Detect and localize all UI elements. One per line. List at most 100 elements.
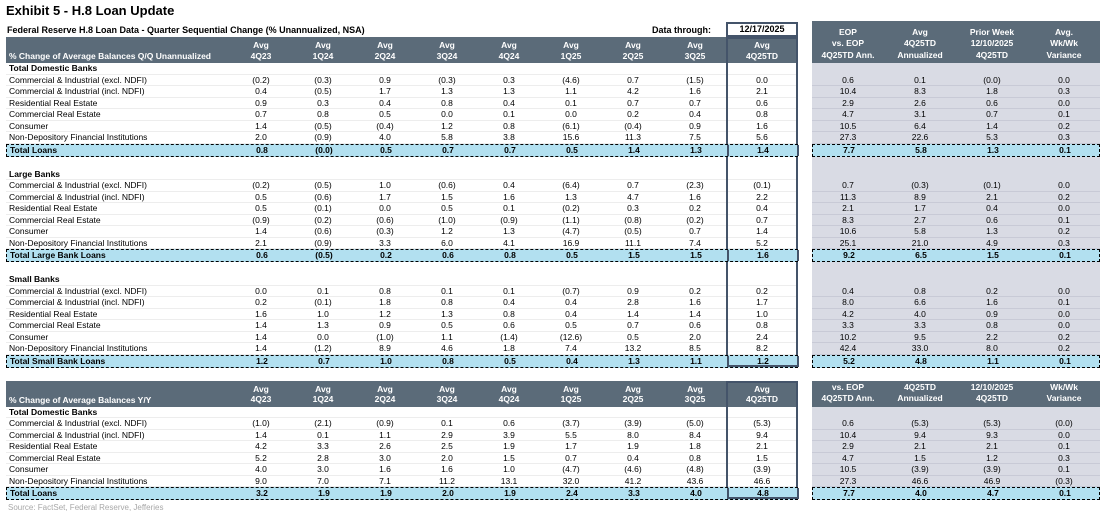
value-cell: 1.7 [379, 86, 391, 96]
avg-label: Avg [253, 383, 269, 394]
value-cell: 1.3 [503, 226, 515, 236]
table-row: Residential Real Estate 4.2 3.3 2.6 2.5 1.9 1.… [6, 441, 798, 453]
value-cell: (1.4) [500, 331, 518, 342]
empty-cell [540, 157, 602, 169]
right-column-header: Wk/Wk Variance [1028, 381, 1100, 407]
empty-cell [478, 407, 540, 419]
empty-cell [664, 169, 726, 181]
total-row: 7.7 5.8 1.3 0.1 [812, 143, 1100, 157]
value-cell: 5.5 [565, 429, 577, 440]
total-value-cell: 3.3 [628, 488, 640, 498]
value-cell: 11.3 [840, 191, 856, 202]
value-cell: (1.0) [252, 418, 270, 428]
value-cell: (0.5) [314, 180, 332, 190]
empty-cell [540, 274, 602, 286]
value-cell: 0.0 [1058, 74, 1070, 85]
empty-cell [6, 157, 230, 169]
value-cell: 1.6 [986, 297, 998, 307]
row-label: Residential Real Estate [9, 441, 98, 451]
value-cell: 3.1 [914, 109, 926, 119]
table-row: Commercial Real Estate 1.4 1.3 0.9 0.5 0.6 0.5… [6, 320, 798, 332]
column-header-3q24: Avg 3Q24 [416, 37, 478, 63]
value-cell: 0.4 [503, 180, 515, 190]
table-row: 10.5 (3.9) (3.9) 0.1 [812, 464, 1100, 476]
value-cell: 8.0 [986, 343, 998, 353]
column-header-3q24: Avg 3Q24 [416, 381, 478, 407]
avg-label: Avg [563, 383, 579, 394]
value-cell: 3.0 [379, 452, 391, 463]
value-cell: 46.9 [983, 475, 1001, 486]
empty-cell [292, 262, 354, 274]
value-cell: (3.9) [624, 418, 642, 428]
avg-label: Avg [687, 383, 703, 394]
value-cell: 5.8 [914, 226, 926, 236]
value-cell: 0.1 [503, 285, 515, 296]
value-cell: (4.6) [562, 74, 580, 85]
table-row: Consumer 1.4 0.0 (1.0) 1.1 (1.4) (12.6) 0.5 2.0 2… [6, 331, 798, 343]
header-line: 4Q25TD Ann. [821, 49, 875, 60]
value-cell: 1.8 [986, 86, 998, 96]
value-cell: 2.8 [627, 297, 639, 307]
value-cell: 2.1 [726, 441, 798, 453]
value-cell: 2.1 [986, 191, 998, 202]
value-cell: (1.2) [314, 343, 332, 353]
value-cell: 0.9 [627, 285, 639, 296]
total-value-cell: 0.8 [504, 250, 516, 260]
total-value-cell: 1.0 [380, 355, 392, 366]
value-cell: (1.0) [376, 331, 394, 342]
value-cell: 2.4 [726, 331, 798, 343]
value-cell: 13.2 [624, 343, 642, 353]
total-value-cell: 0.1 [1059, 355, 1071, 366]
value-cell: 8.9 [379, 343, 391, 353]
empty-cell [478, 169, 540, 181]
total-value-cell: 1.5 [690, 250, 702, 260]
value-cell: 0.6 [503, 320, 515, 330]
total-value-cell: 0.1 [1059, 144, 1071, 155]
value-cell: 1.4 [255, 226, 267, 236]
section-header-row: Large Banks [6, 168, 798, 181]
value-cell: 5.8 [441, 132, 453, 142]
value-cell: 0.8 [317, 109, 329, 119]
table-row: Residential Real Estate 0.9 0.3 0.4 0.8 0.4 0.… [6, 97, 798, 109]
value-cell: 1.5 [914, 452, 926, 463]
right-column-header: vs. EOP 4Q25TD Ann. [812, 381, 884, 407]
column-header-4q24: Avg 4Q24 [478, 381, 540, 407]
empty-cell [292, 63, 354, 75]
value-cell: 0.6 [503, 418, 515, 428]
value-cell: 10.5 [839, 464, 857, 474]
value-cell: 0.3 [1058, 452, 1070, 463]
value-cell: 0.8 [503, 308, 515, 319]
total-value-cell: 0.1 [1059, 250, 1071, 260]
right-column-header: 12/10/2025 4Q25TD [956, 381, 1028, 407]
value-cell: 0.3 [1058, 132, 1070, 142]
column-header-1q24: Avg 1Q24 [292, 37, 354, 63]
empty-cell [664, 407, 726, 419]
table-row: Non-Depository Financial Institutions 2.1… [6, 237, 798, 249]
value-cell: 0.3 [627, 203, 639, 213]
value-cell: (0.7) [562, 285, 580, 296]
quarter-label: 4Q25TD [745, 394, 779, 404]
empty-cell [416, 63, 478, 75]
value-cell: 2.2 [986, 331, 998, 342]
empty-cell [354, 63, 416, 75]
total-value-cell: 0.4 [566, 355, 578, 366]
total-row: 9.2 6.5 1.5 0.1 [812, 249, 1100, 262]
value-cell: 0.7 [689, 226, 701, 236]
value-cell: 2.6 [914, 97, 926, 108]
value-cell: 0.3 [1058, 237, 1070, 248]
empty-cell [664, 262, 726, 274]
value-cell: 0.4 [689, 109, 701, 119]
row-label: Commercial & Industrial (incl. NDFI) [9, 191, 145, 202]
value-cell: 0.6 [842, 418, 854, 428]
table-row: 10.4 8.3 1.8 0.3 [812, 86, 1100, 98]
total-value-cell: 0.8 [256, 144, 268, 155]
value-cell: 4.2 [627, 86, 639, 96]
table-row: 8.3 2.7 0.6 0.1 [812, 215, 1100, 227]
value-cell: 0.0 [1058, 180, 1070, 190]
value-cell: 0.2 [1058, 120, 1070, 131]
table-row: Non-Depository Financial Institutions 9.0… [6, 475, 798, 487]
value-cell: (3.7) [562, 418, 580, 428]
total-value-cell: 1.4 [628, 144, 640, 155]
value-cell: 3.3 [317, 441, 329, 451]
empty-cell [230, 169, 292, 181]
